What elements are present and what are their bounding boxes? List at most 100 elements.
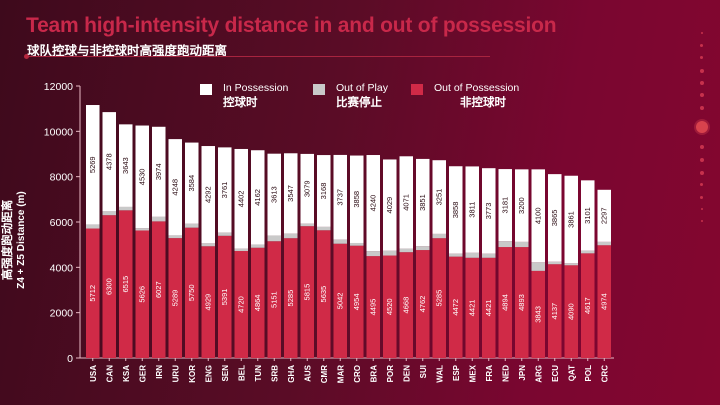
data-label: 4974 [600, 293, 609, 310]
bar-segment-out-of-possession [333, 243, 347, 358]
bar-segment-in-possession [383, 159, 397, 251]
x-tick-label: CAN [105, 365, 114, 383]
bar-segment-out-of-possession [234, 251, 248, 358]
decorative-dots [696, 0, 708, 405]
data-label: 6515 [121, 276, 130, 293]
bar-segment-out-of-possession [432, 238, 446, 358]
legend-label-en: Out of Possession [434, 82, 520, 94]
y-tick-label: 10000 [44, 126, 73, 138]
data-label: 3079 [303, 180, 312, 197]
bar-segment-out-of-play [498, 241, 512, 248]
data-label: 5750 [187, 284, 196, 301]
bar-segment-out-of-possession [168, 238, 182, 358]
bar-segment-in-possession [515, 169, 529, 242]
data-label: 5289 [171, 290, 180, 307]
legend-label-zh: 比赛停止 [336, 97, 382, 109]
x-tick-label: GER [138, 365, 147, 383]
bar-segment-out-of-play [119, 206, 133, 211]
x-tick-label: ECU [551, 365, 560, 382]
bar-segment-out-of-possession [300, 226, 314, 358]
x-tick-label: POR [386, 365, 395, 383]
data-label: 5712 [88, 285, 97, 302]
data-label: 5042 [336, 293, 345, 310]
bar-segment-out-of-play [251, 244, 265, 248]
data-label: 2297 [600, 207, 609, 224]
bar-segment-out-of-possession [350, 245, 364, 358]
bar-segment-out-of-possession [531, 270, 545, 358]
bar-segment-in-possession [597, 189, 611, 242]
legend-swatch [313, 84, 325, 95]
bar-segment-out-of-possession [317, 230, 331, 358]
data-label: 5391 [220, 289, 229, 306]
bar-segment-in-possession [465, 166, 479, 253]
y-tick-label: 2000 [50, 308, 74, 320]
x-tick-label: CRC [600, 365, 609, 383]
bar-segment-out-of-play [432, 233, 446, 239]
bar-segment-in-possession [218, 147, 232, 233]
divider-dot [24, 54, 29, 59]
x-tick-label: KSA [122, 365, 131, 382]
bar-segment-out-of-possession [284, 238, 298, 358]
x-tick-label: FRA [485, 365, 494, 382]
bar-segment-out-of-possession [548, 264, 562, 358]
bar-segment-in-possession [548, 174, 562, 262]
data-label: 4720 [237, 296, 246, 313]
bar-segment-in-possession [333, 154, 347, 240]
bar-segment-out-of-play [416, 246, 430, 251]
bar-segment-out-of-play [267, 235, 281, 242]
bar-segment-out-of-possession [597, 245, 611, 358]
data-label: 4762 [418, 296, 427, 313]
bar-segment-in-possession [432, 160, 446, 234]
data-label: 3547 [286, 185, 295, 202]
legend-label-zh: 控球时 [223, 97, 258, 109]
bar-segment-in-possession [416, 158, 430, 247]
data-label: 4617 [583, 297, 592, 314]
bar-segment-out-of-play [482, 253, 496, 258]
data-label: 3737 [336, 189, 345, 206]
bar-segment-out-of-play [135, 228, 149, 231]
x-tick-label: GHA [287, 365, 296, 383]
bar-segment-out-of-possession [86, 228, 100, 358]
chart-subtitle: 球队控球与非控球时高强度跑动距离 [27, 44, 228, 58]
data-label: 4472 [451, 299, 460, 316]
data-label: 3811 [468, 202, 477, 218]
x-tick-label: ESP [452, 364, 461, 381]
bar-segment-out-of-play [399, 248, 413, 253]
y-tick-label: 4000 [50, 262, 74, 274]
data-label: 3858 [352, 191, 361, 208]
legend-swatch [200, 84, 212, 95]
bar-segment-out-of-possession [267, 241, 281, 358]
bar-segment-out-of-play [548, 261, 562, 265]
data-label: 3168 [319, 183, 328, 200]
legend-label-en: In Possession [223, 82, 289, 94]
bar-segment-in-possession [498, 169, 512, 242]
data-label: 4071 [402, 194, 411, 211]
x-tick-label: URU [171, 365, 180, 383]
legend-swatch [411, 84, 423, 95]
bar-segment-out-of-play [465, 252, 479, 258]
data-label: 4240 [369, 195, 378, 212]
bar-segment-out-of-play [383, 250, 397, 256]
data-label: 5815 [303, 284, 312, 301]
bar-segment-out-of-play [168, 235, 182, 239]
bar-segment-out-of-possession [185, 227, 199, 358]
bar-segment-out-of-play [102, 211, 116, 216]
title-divider [26, 56, 490, 57]
data-label: 4292 [204, 186, 213, 203]
data-label: 4495 [369, 299, 378, 316]
bar-segment-out-of-play [185, 223, 199, 228]
x-tick-label: JPN [518, 365, 527, 381]
data-label: 4668 [402, 297, 411, 314]
bar-segment-out-of-play [234, 248, 248, 252]
data-label: 3613 [270, 186, 279, 203]
x-tick-label: BEL [237, 365, 246, 381]
bar-segment-out-of-play [317, 226, 331, 231]
data-label: 4421 [468, 300, 477, 317]
bar-segment-in-possession [201, 146, 215, 244]
data-label: 3761 [220, 182, 229, 199]
x-tick-label: CRO [353, 365, 362, 383]
bar-segment-out-of-play [86, 224, 100, 229]
bar-segment-out-of-possession [399, 252, 413, 358]
legend-item-out-of-play: Out of Play 比赛停止 [313, 82, 388, 111]
bar-segment-in-possession [135, 125, 149, 229]
